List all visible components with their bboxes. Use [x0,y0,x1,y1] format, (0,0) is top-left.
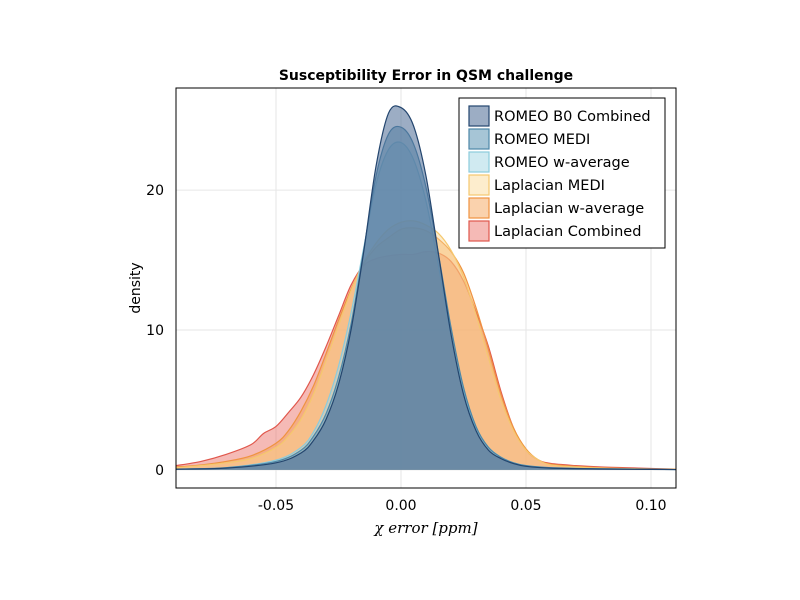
legend-swatch-romeo-medi [468,128,490,150]
legend-label-laplacian-w-average: Laplacian w-average [494,201,644,217]
legend-swatch-laplacian-medi [468,174,490,196]
x-axis-ticks: -0.05 0.00 0.05 0.10 [258,498,667,514]
legend-label-laplacian-medi: Laplacian MEDI [494,178,605,194]
line-romeo-b0-combined [175,105,677,471]
x-axis-label: χ error [ppm] [373,519,477,537]
x-tick-label: -0.05 [258,498,294,514]
legend-box [458,97,666,249]
x-tick-label: 0.10 [635,498,666,514]
density-areas [175,105,677,471]
legend-label-romeo-b0-combined: ROMEO B0 Combined [494,109,651,125]
legend-swatch-romeo-b0-combined [468,105,490,127]
y-axis-ticks: 0 10 20 [146,183,164,479]
legend-swatch-laplacian-combined [468,220,490,242]
legend: ROMEO B0 Combined ROMEO MEDI ROMEO w-avera… [458,97,666,249]
legend-label-romeo-medi: ROMEO MEDI [494,132,590,148]
plot-frame [175,87,677,489]
chart-title: Susceptibility Error in QSM challenge [279,68,573,84]
legend-label-laplacian-combined: Laplacian Combined [494,224,641,240]
x-tick-label: 0.05 [510,498,541,514]
y-tick-label: 0 [155,463,164,479]
legend-swatch-laplacian-w-average [468,197,490,219]
y-tick-label: 10 [146,323,164,339]
y-tick-label: 20 [146,183,164,199]
legend-label-romeo-w-average: ROMEO w-average [494,155,630,171]
x-tick-label: 0.00 [385,498,416,514]
area-romeo-b0-combined [176,105,676,470]
y-axis-label: density [128,262,144,313]
legend-swatch-romeo-w-average [468,151,490,173]
